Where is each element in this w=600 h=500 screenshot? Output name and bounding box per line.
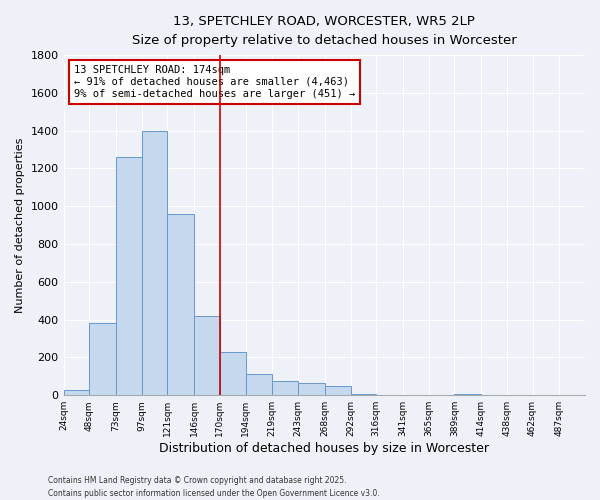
Bar — [454, 394, 481, 395]
Bar — [64, 390, 89, 395]
Bar — [245, 374, 272, 395]
Bar — [220, 352, 245, 395]
Bar — [89, 324, 116, 395]
Bar — [325, 386, 350, 395]
Bar — [298, 383, 325, 395]
Bar — [194, 316, 220, 395]
Bar — [350, 394, 376, 395]
Bar — [167, 214, 194, 395]
Text: 13 SPETCHLEY ROAD: 174sqm
← 91% of detached houses are smaller (4,463)
9% of sem: 13 SPETCHLEY ROAD: 174sqm ← 91% of detac… — [74, 66, 355, 98]
Bar — [142, 130, 167, 395]
Bar — [272, 381, 298, 395]
Bar — [116, 157, 142, 395]
Title: 13, SPETCHLEY ROAD, WORCESTER, WR5 2LP
Size of property relative to detached hou: 13, SPETCHLEY ROAD, WORCESTER, WR5 2LP S… — [132, 15, 517, 47]
X-axis label: Distribution of detached houses by size in Worcester: Distribution of detached houses by size … — [159, 442, 489, 455]
Y-axis label: Number of detached properties: Number of detached properties — [15, 138, 25, 313]
Text: Contains HM Land Registry data © Crown copyright and database right 2025.
Contai: Contains HM Land Registry data © Crown c… — [48, 476, 380, 498]
